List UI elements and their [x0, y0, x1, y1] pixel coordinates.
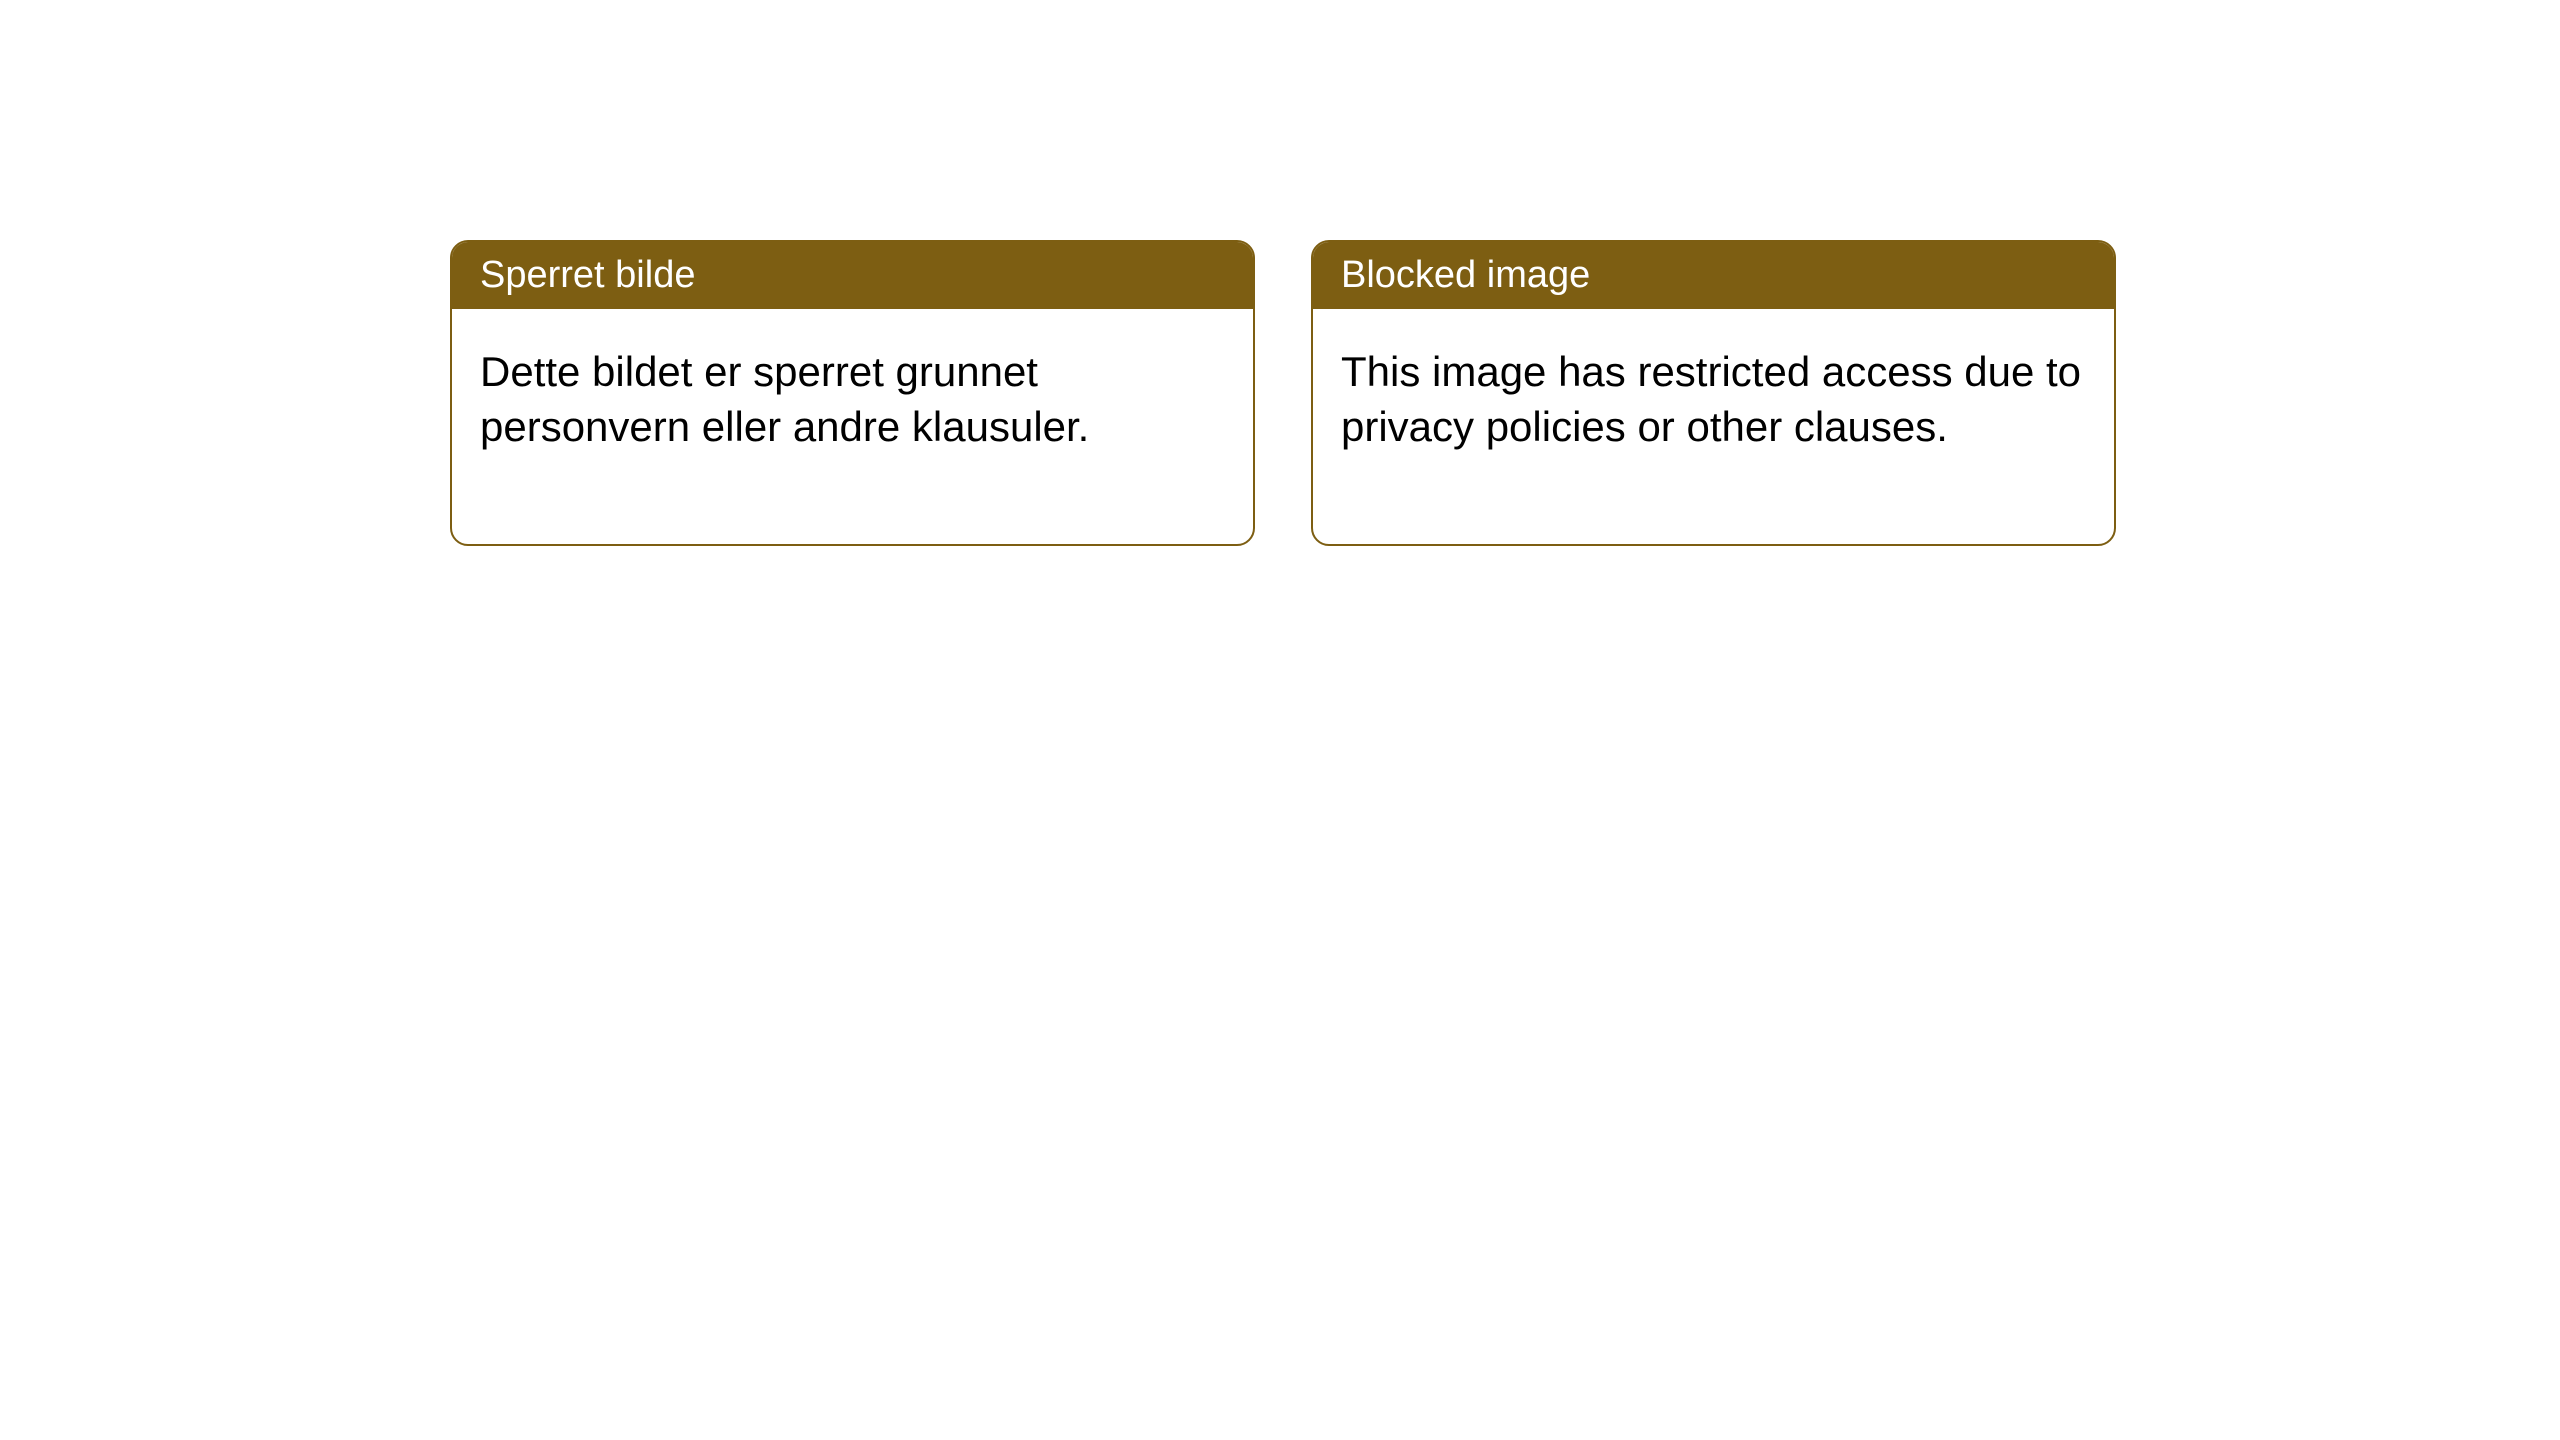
blocked-image-card-norwegian: Sperret bilde Dette bildet er sperret gr… — [450, 240, 1255, 546]
card-header: Sperret bilde — [452, 242, 1253, 309]
blocked-image-notice-container: Sperret bilde Dette bildet er sperret gr… — [450, 240, 2116, 546]
card-header: Blocked image — [1313, 242, 2114, 309]
card-title: Sperret bilde — [480, 254, 695, 296]
card-body: Dette bildet er sperret grunnet personve… — [452, 309, 1253, 544]
card-body: This image has restricted access due to … — [1313, 309, 2114, 544]
card-title: Blocked image — [1341, 254, 1590, 296]
blocked-image-card-english: Blocked image This image has restricted … — [1311, 240, 2116, 546]
card-body-text: This image has restricted access due to … — [1341, 348, 2081, 450]
card-body-text: Dette bildet er sperret grunnet personve… — [480, 348, 1089, 450]
